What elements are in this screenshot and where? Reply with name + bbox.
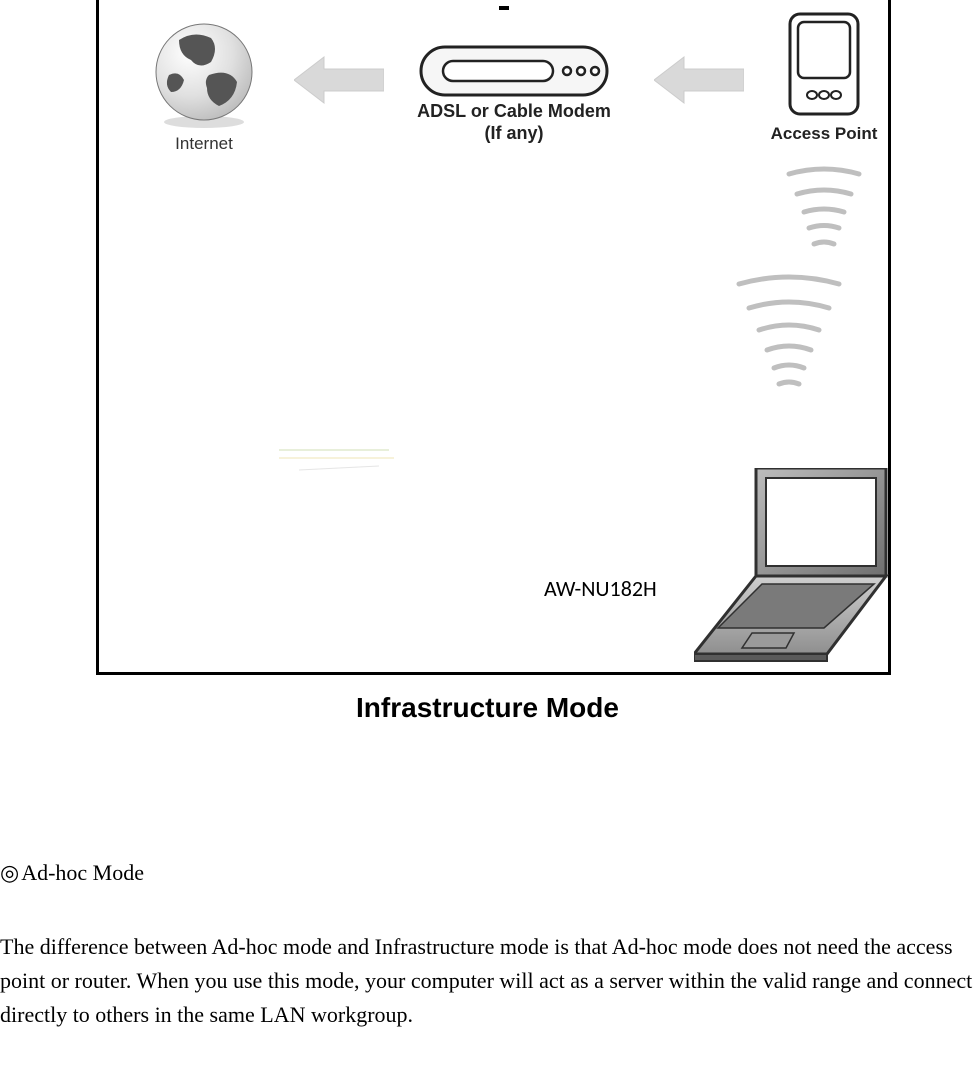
section-heading: ◎Ad-hoc Mode <box>0 860 144 886</box>
modem-node: ADSL or Cable Modem (If any) <box>399 45 629 144</box>
internet-node: Internet <box>139 20 269 154</box>
globe-icon <box>149 20 259 130</box>
access-point-label: Access Point <box>764 124 884 144</box>
laptop-icon <box>694 468 889 663</box>
internet-label: Internet <box>139 134 269 154</box>
bullet-icon: ◎ <box>0 860 19 885</box>
network-diagram: Internet ADSL or Cable Modem (If any) <box>99 0 888 672</box>
access-point-icon <box>784 10 864 120</box>
arrow-left-icon <box>654 55 744 105</box>
faint-marks <box>279 430 519 490</box>
access-point-node: Access Point <box>764 10 884 144</box>
modem-label-line1: ADSL or Cable Modem <box>417 101 611 121</box>
wireless-waves-icon <box>719 270 859 400</box>
wireless-waves-icon <box>764 160 884 270</box>
device-model-label: AW-NU182H <box>544 575 657 602</box>
section-heading-text: Ad-hoc Mode <box>21 860 144 885</box>
body-paragraph: The difference between Ad-hoc mode and I… <box>0 930 975 1032</box>
modem-label-line2: (If any) <box>484 123 543 143</box>
modem-icon <box>419 45 609 97</box>
arrow-left-icon <box>294 55 384 105</box>
diagram-caption: Infrastructure Mode <box>0 692 975 724</box>
network-diagram-frame: Internet ADSL or Cable Modem (If any) <box>96 0 891 675</box>
modem-label: ADSL or Cable Modem (If any) <box>399 101 629 144</box>
